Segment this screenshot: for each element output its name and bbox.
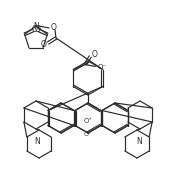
Text: O⁺: O⁺ (84, 118, 92, 124)
Text: O: O (41, 40, 47, 48)
Text: O: O (35, 25, 41, 34)
Text: O: O (51, 23, 57, 32)
Text: O: O (91, 50, 97, 59)
Text: O⁻: O⁻ (98, 64, 107, 70)
Text: O⁺: O⁺ (84, 132, 92, 136)
Text: N: N (33, 22, 39, 31)
Text: N: N (136, 138, 142, 146)
Text: O: O (31, 25, 37, 34)
Text: N: N (34, 138, 40, 146)
